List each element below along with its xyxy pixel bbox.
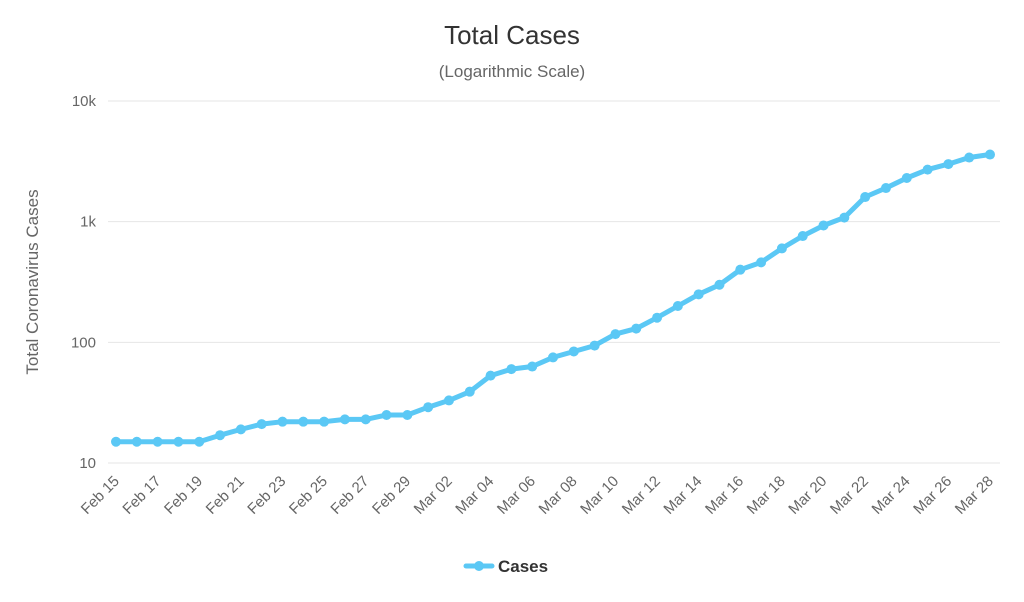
x-tick-label: Mar 22 [827,473,872,518]
y-axis-ticks: 10 100 1k 10k [71,93,97,472]
data-point[interactable] [173,436,184,447]
data-point[interactable] [548,352,558,363]
grid-lines [108,100,1000,464]
x-tick-label: Mar 14 [660,473,705,518]
data-point[interactable] [714,279,725,290]
data-point[interactable] [568,346,579,357]
data-point[interactable] [985,149,995,160]
data-point[interactable] [277,416,288,427]
x-tick-label: Feb 29 [369,473,414,518]
data-point[interactable] [880,183,891,194]
data-point[interactable] [152,436,163,447]
x-tick-label: Feb 15 [78,473,123,518]
y-tick-label: 10 [79,455,96,472]
data-point[interactable] [131,436,142,447]
data-point[interactable] [443,395,454,406]
data-point[interactable] [423,402,434,413]
data-point[interactable] [943,159,954,170]
data-point[interactable] [194,436,205,447]
series-cases[interactable] [111,149,995,447]
data-point[interactable] [631,323,642,334]
legend-label-cases[interactable]: Cases [498,557,548,576]
data-point[interactable] [964,152,975,163]
data-point[interactable] [402,409,413,420]
data-point[interactable] [485,370,496,381]
data-point[interactable] [776,243,787,254]
data-point[interactable] [693,289,704,300]
chart-subtitle: (Logarithmic Scale) [438,62,586,81]
x-tick-label: Mar 26 [910,473,955,518]
data-point[interactable] [589,340,600,351]
x-tick-label: Mar 24 [869,473,914,518]
x-tick-label: Mar 10 [577,473,622,518]
x-tick-label: Feb 23 [244,473,289,518]
x-tick-label: Feb 19 [161,473,206,518]
x-tick-label: Mar 16 [702,473,747,518]
data-point[interactable] [360,414,371,425]
data-point[interactable] [922,164,933,175]
data-point[interactable] [381,409,392,420]
x-tick-label: Mar 06 [494,473,539,518]
data-point[interactable] [735,264,746,275]
data-point[interactable] [839,212,850,223]
data-point[interactable] [111,436,121,447]
chart-title: Total Cases [444,20,580,50]
data-point[interactable] [319,416,330,427]
data-point[interactable] [860,192,871,203]
series-line-cases[interactable] [113,152,993,445]
x-tick-label: Mar 18 [744,473,789,518]
data-point[interactable] [527,361,538,372]
data-point[interactable] [506,364,517,375]
y-tick-label: 10k [72,93,97,110]
data-point[interactable] [256,419,267,430]
x-tick-label: Feb 17 [119,473,164,518]
data-point[interactable] [464,386,475,397]
x-tick-label: Mar 28 [952,473,997,518]
x-tick-label: Feb 27 [327,473,372,518]
x-tick-label: Feb 25 [286,473,331,518]
x-tick-label: Mar 04 [452,473,497,518]
legend-dot-marker [474,561,484,571]
data-point[interactable] [756,257,767,268]
data-point[interactable] [339,414,350,425]
data-point[interactable] [298,416,309,427]
data-point[interactable] [797,231,808,242]
x-tick-label: Mar 08 [536,473,581,518]
x-tick-label: Mar 20 [785,473,830,518]
data-point[interactable] [610,329,621,340]
x-tick-label: Feb 21 [203,473,248,518]
x-tick-label: Mar 12 [619,473,664,518]
data-point[interactable] [235,424,246,435]
data-point[interactable] [672,301,683,312]
x-tick-label: Mar 02 [411,473,456,518]
data-point[interactable] [652,312,663,323]
data-point[interactable] [818,220,829,231]
data-point[interactable] [215,430,226,441]
y-tick-label: 1k [80,214,96,231]
y-axis-title: Total Coronavirus Cases [23,189,42,374]
data-point[interactable] [901,173,912,184]
legend[interactable]: Cases [463,557,548,576]
y-tick-label: 100 [71,334,96,351]
